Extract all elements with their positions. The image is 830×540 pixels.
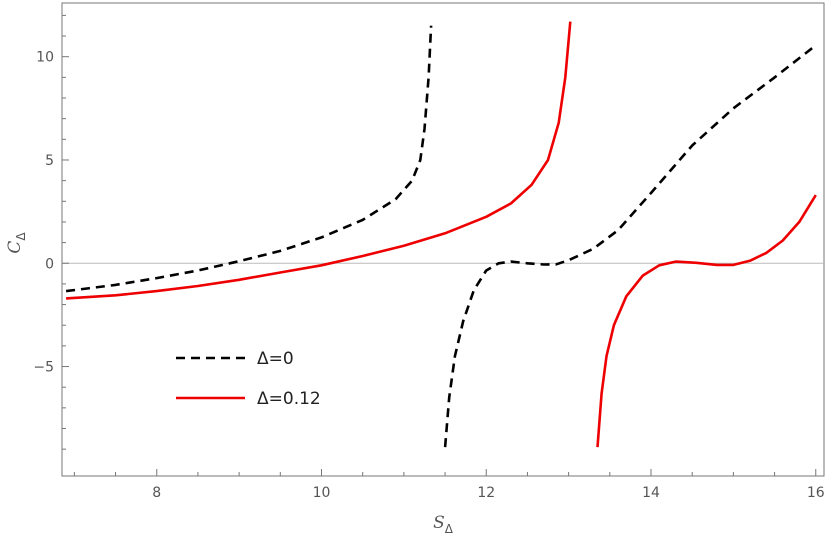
- series-0-segment-0: [65, 25, 433, 293]
- y-tick-label: 10: [36, 50, 54, 66]
- x-tick-label: 12: [477, 485, 495, 501]
- plot-frame: [61, 2, 825, 477]
- y-tick-label: 5: [45, 153, 54, 169]
- legend-label-0: Δ=0: [257, 349, 294, 369]
- y-axis-label: CΔ: [5, 232, 28, 254]
- x-tick-label: 16: [807, 485, 825, 501]
- series-1-segment-1: [596, 194, 817, 448]
- legend-label-1: Δ=0.12: [257, 389, 321, 409]
- x-tick-label: 14: [642, 485, 660, 501]
- series-1-segment-0: [66, 21, 572, 300]
- legend: Δ=0 Δ=0.12: [176, 349, 321, 409]
- x-tick-label: 8: [152, 485, 161, 501]
- y-tick-label: 0: [45, 256, 54, 272]
- series-0-segment-1: [443, 44, 817, 448]
- series-layer: [65, 21, 817, 448]
- ticks: 8 10 12 14 16 −5 0 5 10: [33, 14, 825, 501]
- x-tick-label: 10: [313, 485, 331, 501]
- x-axis-label: SΔ: [433, 513, 454, 536]
- y-tick-label: −5: [33, 360, 54, 376]
